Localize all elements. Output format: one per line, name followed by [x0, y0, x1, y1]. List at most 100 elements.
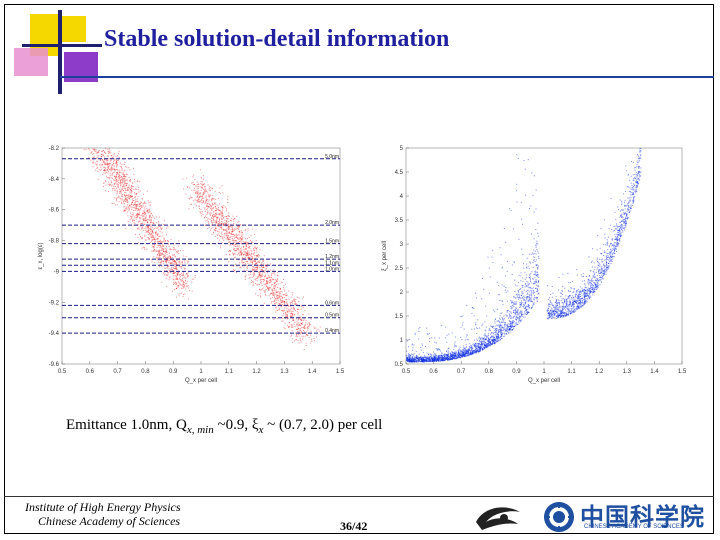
scatter-point [498, 337, 500, 339]
scatter-point [254, 250, 256, 252]
scatter-point [167, 257, 169, 259]
scatter-point [92, 156, 94, 158]
scatter-point [191, 189, 193, 191]
scatter-point [176, 259, 178, 261]
scatter-point [152, 222, 154, 224]
scatter-point [137, 216, 139, 218]
scatter-point [123, 181, 125, 183]
scatter-point [120, 185, 122, 187]
scatter-point [137, 204, 139, 206]
scatter-point [247, 242, 249, 244]
scatter-point [416, 355, 418, 357]
scatter-point [233, 233, 235, 235]
scatter-point [489, 338, 491, 340]
scatter-point [501, 312, 503, 314]
scatter-point [478, 350, 480, 352]
scatter-point [270, 269, 272, 271]
scatter-point [154, 242, 156, 244]
scatter-point [160, 228, 162, 230]
scatter-point [485, 326, 487, 328]
scatter-point [503, 285, 505, 287]
scatter-point [267, 286, 269, 288]
scatter-point [275, 290, 277, 292]
y-tick-label: -9.4 [49, 331, 60, 337]
scatter-point [142, 206, 144, 208]
x-tick-label: 1.5 [678, 369, 687, 375]
scatter-point [155, 230, 157, 232]
scatter-point [136, 214, 138, 216]
scatter-point [120, 180, 122, 182]
scatter-point [475, 327, 477, 329]
scatter-point [182, 274, 184, 276]
scatter-point [235, 245, 237, 247]
scatter-point [193, 190, 195, 192]
scatter-point [269, 287, 271, 289]
scatter-point [431, 357, 433, 359]
scatter-point [172, 278, 174, 280]
scatter-point [249, 261, 251, 263]
scatter-point [503, 228, 505, 230]
scatter-point [525, 305, 527, 307]
scatter-point [165, 262, 167, 264]
scatter-point [116, 163, 118, 165]
scatter-point [181, 266, 183, 268]
scatter-point [108, 158, 110, 160]
scatter-point [217, 233, 219, 235]
scatter-point [204, 191, 206, 193]
scatter-point [494, 340, 496, 342]
scatter-point [238, 238, 240, 240]
scatter-point [497, 340, 499, 342]
scatter-point [488, 341, 490, 343]
scatter-point [146, 248, 148, 250]
scatter-point [493, 337, 495, 339]
scatter-point [520, 275, 522, 277]
scatter-point [262, 266, 264, 268]
scatter-point [416, 357, 418, 359]
scatter-point [164, 270, 166, 272]
scatter-point [116, 197, 118, 199]
scatter-point [185, 255, 187, 257]
scatter-point [104, 170, 106, 172]
scatter-point [297, 312, 299, 314]
scatter-point [528, 312, 530, 314]
scatter-point [155, 232, 157, 234]
scatter-point [245, 248, 247, 250]
scatter-point [160, 245, 162, 247]
scatter-point [200, 196, 202, 198]
scatter-point [157, 238, 159, 240]
scatter-point [279, 295, 281, 297]
scatter-point [206, 214, 208, 216]
scatter-point [113, 179, 115, 181]
scatter-point [462, 355, 464, 357]
scatter-point [519, 312, 521, 314]
scatter-point [148, 216, 150, 218]
scatter-point [179, 273, 181, 275]
scatter-point [515, 325, 517, 327]
scatter-point [240, 250, 242, 252]
scatter-point [112, 188, 114, 190]
scatter-point [97, 171, 99, 173]
scatter-point [125, 198, 127, 200]
scatter-point [533, 295, 535, 297]
scatter-point [224, 235, 226, 237]
scatter-point [514, 302, 516, 304]
scatter-point [279, 288, 281, 290]
scatter-point [501, 266, 503, 268]
scatter-point [505, 275, 507, 277]
scatter-point [117, 185, 119, 187]
scatter-point [467, 355, 469, 357]
scatter-point [531, 307, 533, 309]
scatter-point [218, 228, 220, 230]
scatter-point [283, 287, 285, 289]
scatter-point [260, 269, 262, 271]
scatter-point [246, 265, 248, 267]
scatter-point [216, 208, 218, 210]
scatter-point [292, 311, 294, 313]
scatter-point [117, 180, 119, 182]
scatter-point [451, 352, 453, 354]
scatter-point [436, 359, 438, 361]
scatter-point [283, 304, 285, 306]
scatter-point [120, 177, 122, 179]
scatter-point [222, 238, 224, 240]
scatter-point [116, 160, 118, 162]
